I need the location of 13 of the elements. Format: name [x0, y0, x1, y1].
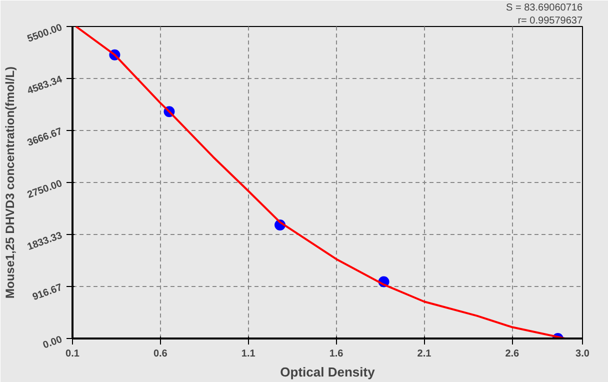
y-tick-label: 0.00: [42, 334, 64, 352]
text: S = 83.69060716: [506, 2, 583, 14]
x-tick-label: 2.6: [505, 348, 520, 360]
x-tick-label: 0.6: [153, 348, 168, 360]
x-tick-label: 1.1: [241, 348, 256, 360]
x-axis-title: Optical Density: [280, 364, 376, 380]
y-axis-title: Mouse1,25 DHVD3 concentration(fmol/L): [3, 66, 18, 299]
x-tick-label: 2.1: [417, 348, 432, 360]
y-tick-label: 916.67: [31, 282, 64, 304]
x-tick-label: 1.6: [329, 348, 344, 360]
x-tick-label: 0.1: [66, 348, 80, 360]
x-tick-label: 3.0: [576, 348, 590, 360]
text: r= 0.99579637: [518, 16, 583, 26]
